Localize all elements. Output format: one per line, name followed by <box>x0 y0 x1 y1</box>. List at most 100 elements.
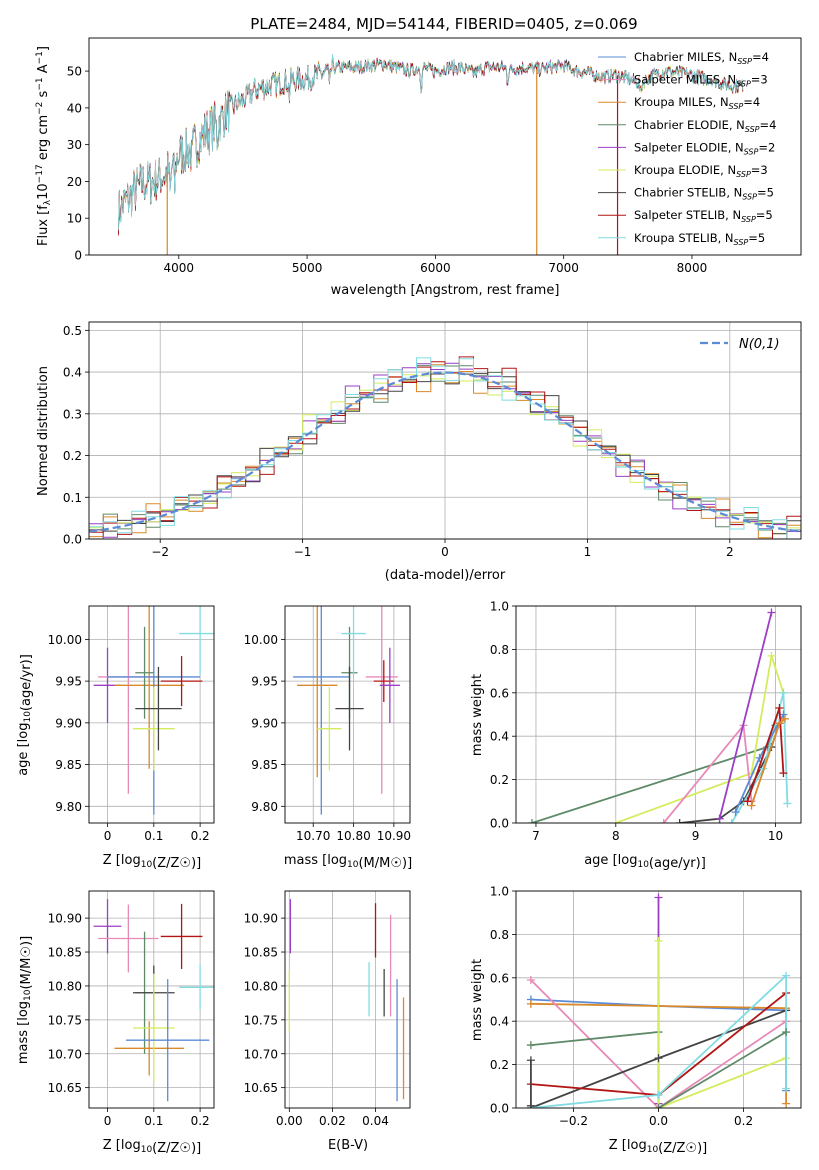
x-tick-label: 0.00 <box>276 1114 303 1128</box>
y-tick-label: 0.6 <box>490 686 509 700</box>
y-tick-label: 9.80 <box>55 800 82 814</box>
weight-marker <box>782 1084 791 1093</box>
x-tick-label: 0.0 <box>649 1114 668 1128</box>
y-tick-label: 10.90 <box>48 912 82 926</box>
x-tick-label: 8 <box>612 829 620 843</box>
y-tick-label: 0.4 <box>490 730 509 744</box>
x-tick-label: 9 <box>692 829 700 843</box>
legend-label: Kroupa STELIB, NSSP=5 <box>634 231 765 247</box>
figure-title: PLATE=2484, MJD=54144, FIBERID=0405, z=0… <box>250 15 637 33</box>
weight-line-chabrier-elodie <box>530 1031 659 1046</box>
legend-label: Kroupa ELODIE, NSSP=3 <box>634 163 768 179</box>
axes-frame <box>515 890 802 1109</box>
y-axis-label: Normed distribution <box>36 366 51 496</box>
weight-marker <box>659 819 668 823</box>
weight-marker <box>775 719 784 728</box>
weight-vs-age-panel: 7 8 9 10 0.0 0.2 0.4 0.6 0.8 1.0 age [log10(age/yr… <box>470 600 802 871</box>
plot-area <box>293 606 400 815</box>
x-axis-label: E(B-V) <box>328 1138 368 1153</box>
weight-marker <box>654 893 663 902</box>
y-tick-label: 9.80 <box>251 800 278 814</box>
y-tick-label: 0.0 <box>490 817 509 831</box>
histogram-kroupa-stelib <box>89 357 801 539</box>
y-axis-label: mass weight <box>470 674 485 756</box>
y-tick-label: 40 <box>67 101 82 115</box>
age-vs-mass-panel: 10.70 10.80 10.90 9.80 9.85 9.90 9.95 10.00 mass… <box>244 605 412 871</box>
axes-frame <box>88 37 802 256</box>
legend-label: Salpeter STELIB, NSSP=5 <box>634 208 773 224</box>
y-tick-label: 10 <box>67 212 82 226</box>
weight-marker <box>782 1099 791 1108</box>
x-tick-label: 8000 <box>677 261 708 275</box>
y-axis-label: age [log10(age/yr)] <box>16 654 34 776</box>
weight-marker <box>654 1104 663 1108</box>
y-tick-label: 0.2 <box>490 1058 509 1072</box>
axes-frame <box>88 321 802 540</box>
plot-area <box>93 899 214 1102</box>
y-tick-label: 10.85 <box>244 946 278 960</box>
x-tick-label: 0.1 <box>144 829 163 843</box>
weight-line-salpeter-elodie <box>718 612 773 819</box>
weight-marker <box>782 971 791 980</box>
y-tick-label: 30 <box>67 138 82 152</box>
y-tick-label: 0 <box>74 249 82 263</box>
x-axis-label: age [log10(age/yr)] <box>584 853 706 871</box>
axes-frame <box>284 890 411 1109</box>
weight-marker <box>526 975 535 984</box>
y-tick-label: 0.6 <box>490 971 509 985</box>
x-tick-label: −1 <box>294 545 312 559</box>
x-tick-label: 5000 <box>292 261 323 275</box>
y-tick-label: 9.90 <box>55 716 82 730</box>
x-axis-label: Z [log10(Z/Z☉)] <box>103 1138 201 1156</box>
legend-label: Salpeter ELODIE, NSSP=2 <box>634 140 775 156</box>
y-tick-label: 10.75 <box>48 1013 82 1027</box>
weight-marker <box>779 710 788 719</box>
weight-marker <box>715 814 724 823</box>
y-tick-label: 10.00 <box>244 633 278 647</box>
spectrum-panel: 4000 5000 6000 7000 8000 0 10 20 30 40 50 wavelengt… <box>35 37 802 298</box>
y-tick-label: 0.0 <box>490 1102 509 1116</box>
y-tick-label: 10.75 <box>244 1013 278 1027</box>
y-tick-label: 1.0 <box>490 885 509 899</box>
y-tick-label: 0.0 <box>63 533 82 547</box>
weight-line-chabrier-stelib <box>679 722 781 823</box>
weight-line-salpeter-miles <box>663 724 753 823</box>
spectrum-line-kroupa-stelib <box>118 53 744 231</box>
x-axis-label: Z [log10(Z/Z☉)] <box>103 853 201 871</box>
x-tick-label: 10.80 <box>336 829 370 843</box>
weight-marker <box>775 703 784 712</box>
x-tick-label: 2 <box>726 545 734 559</box>
weight-marker <box>526 1101 535 1108</box>
y-tick-label: 0.4 <box>490 1015 509 1029</box>
x-tick-label: 0 <box>441 545 449 559</box>
y-tick-label: 9.95 <box>251 675 278 689</box>
axes-frame <box>515 605 802 824</box>
weight-line-salpeter-miles <box>530 979 787 1108</box>
plot-area <box>89 356 801 539</box>
legend-label: N(0,1) <box>739 337 780 352</box>
y-tick-label: 10.90 <box>244 912 278 926</box>
legend: Chabrier MILES, NSSP=4 Salpeter MILES, NS… <box>598 50 776 247</box>
y-axis-label: mass [log10(M/M☉)] <box>16 936 34 1064</box>
x-axis-label: Z [log10(Z/Z☉)] <box>609 1138 707 1156</box>
y-tick-label: 0.2 <box>63 449 82 463</box>
x-tick-label: 7 <box>532 829 540 843</box>
weight-marker <box>526 999 535 1008</box>
legend-label: Kroupa MILES, NSSP=4 <box>634 95 760 111</box>
axes-frame <box>88 890 215 1109</box>
weight-marker <box>527 819 536 823</box>
y-tick-label: 10.70 <box>48 1047 82 1061</box>
y-tick-label: 9.95 <box>55 675 82 689</box>
weight-marker <box>782 1028 791 1037</box>
weight-marker <box>779 769 788 778</box>
y-axis-label: mass weight <box>470 959 485 1041</box>
x-tick-label: 0.2 <box>191 829 210 843</box>
age-vs-metallicity-panel: 0 0.1 0.2 9.80 9.85 9.90 9.95 10.00 Z [log10(Z/Z… <box>16 605 215 871</box>
weight-marker <box>783 799 792 808</box>
plot-area <box>527 608 792 823</box>
x-tick-label: 10 <box>768 829 783 843</box>
legend-label: Chabrier STELIB, NSSP=5 <box>634 186 774 202</box>
weight-marker <box>781 714 790 723</box>
weight-marker <box>727 819 736 823</box>
x-tick-label: 0.04 <box>362 1114 389 1128</box>
